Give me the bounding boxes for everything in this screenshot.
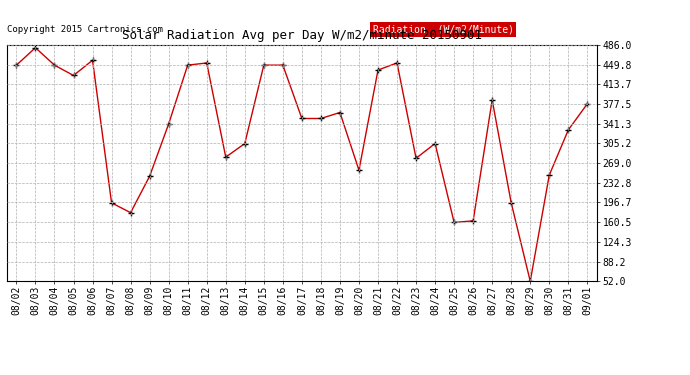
Text: Radiation  (W/m2/Minute): Radiation (W/m2/Minute) [373, 24, 513, 34]
Title: Solar Radiation Avg per Day W/m2/minute 20150901: Solar Radiation Avg per Day W/m2/minute … [122, 30, 482, 42]
Text: Copyright 2015 Cartronics.com: Copyright 2015 Cartronics.com [7, 26, 163, 34]
